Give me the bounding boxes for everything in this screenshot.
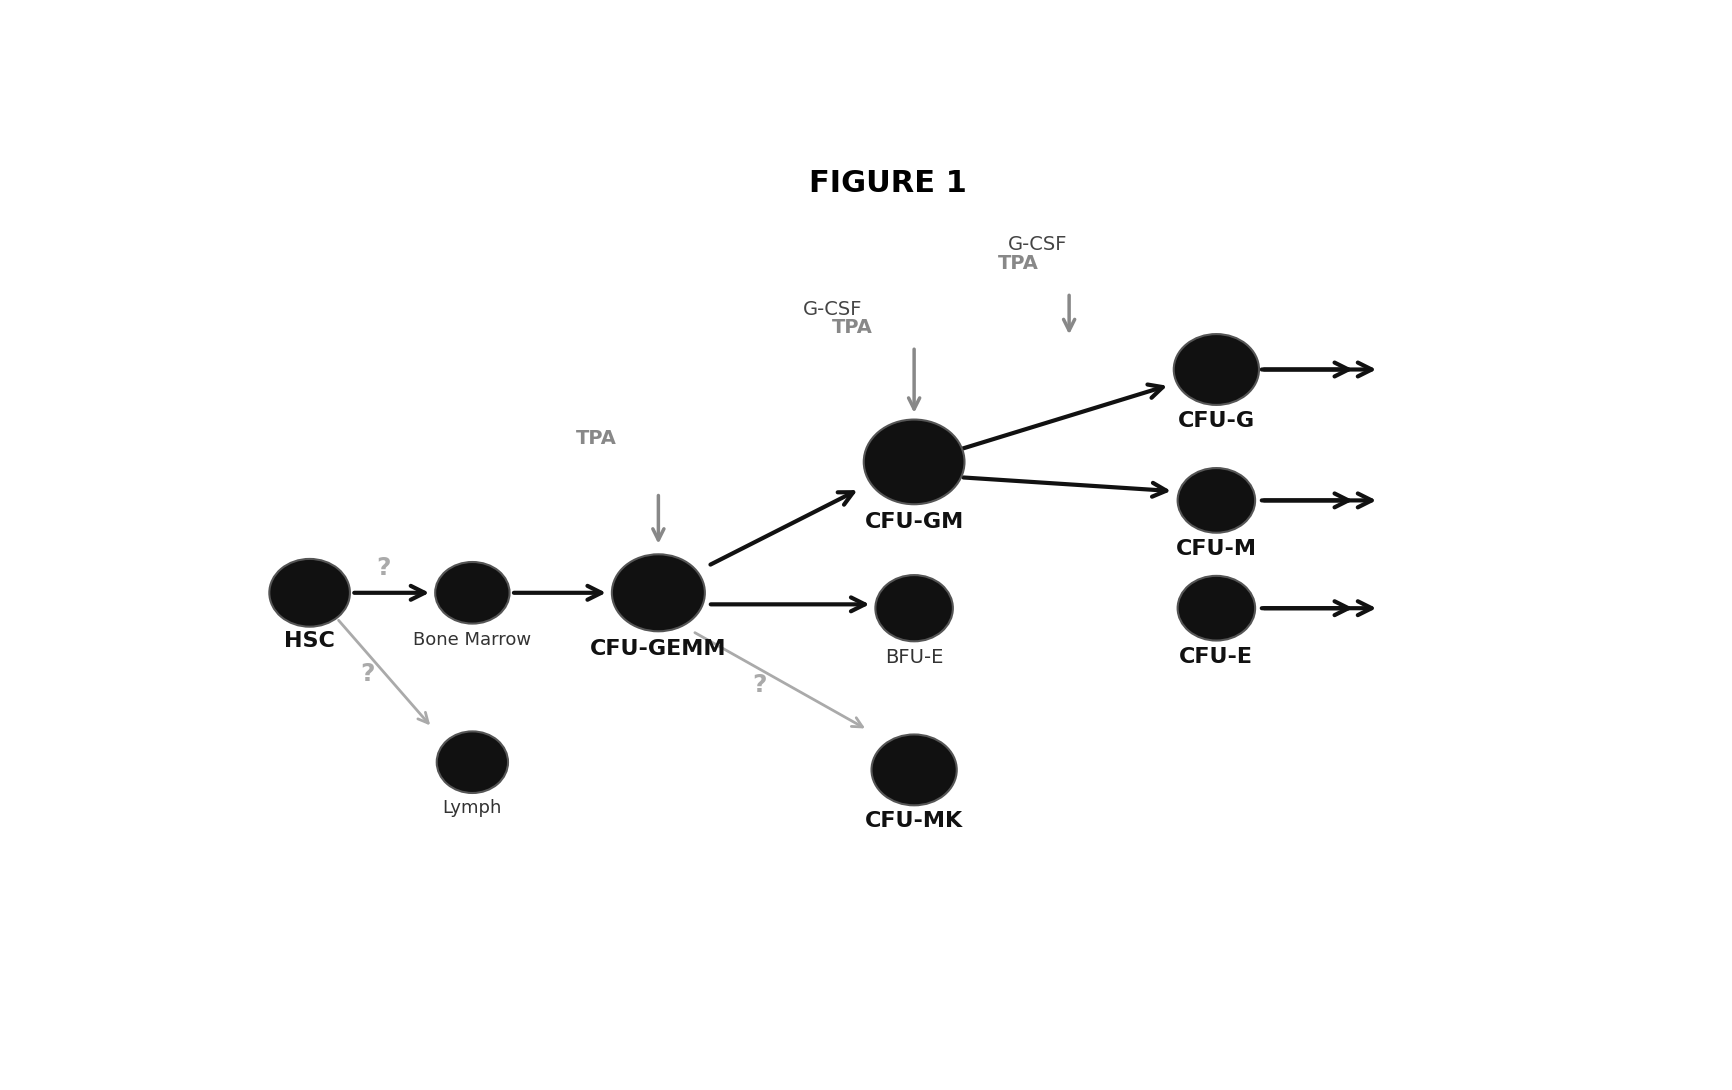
Ellipse shape [611,555,705,631]
Text: Bone Marrow: Bone Marrow [412,631,532,650]
Text: HSC: HSC [284,631,334,652]
Ellipse shape [1178,468,1254,533]
Text: Lymph: Lymph [442,799,502,818]
Text: CFU-GM: CFU-GM [864,512,963,532]
Text: TPA: TPA [575,429,617,448]
Ellipse shape [435,562,509,623]
Text: CFU-MK: CFU-MK [864,811,963,832]
Text: ?: ? [376,556,390,580]
Ellipse shape [1178,576,1254,641]
Text: FIGURE 1: FIGURE 1 [809,169,966,198]
Ellipse shape [875,576,953,641]
Text: BFU-E: BFU-E [885,649,942,667]
Text: G-CSF: G-CSF [1008,235,1067,254]
Text: CFU-E: CFU-E [1179,646,1252,667]
Text: CFU-M: CFU-M [1176,538,1256,559]
Text: ?: ? [752,674,766,698]
Ellipse shape [268,559,350,627]
Ellipse shape [1173,334,1257,404]
Text: ?: ? [360,662,374,686]
Text: TPA: TPA [831,318,871,337]
Text: CFU-G: CFU-G [1178,411,1254,431]
Text: G-CSF: G-CSF [802,301,863,319]
Ellipse shape [436,731,507,794]
Ellipse shape [871,735,956,806]
Text: TPA: TPA [998,254,1039,274]
Text: CFU-GEMM: CFU-GEMM [591,639,726,659]
Ellipse shape [863,420,965,505]
